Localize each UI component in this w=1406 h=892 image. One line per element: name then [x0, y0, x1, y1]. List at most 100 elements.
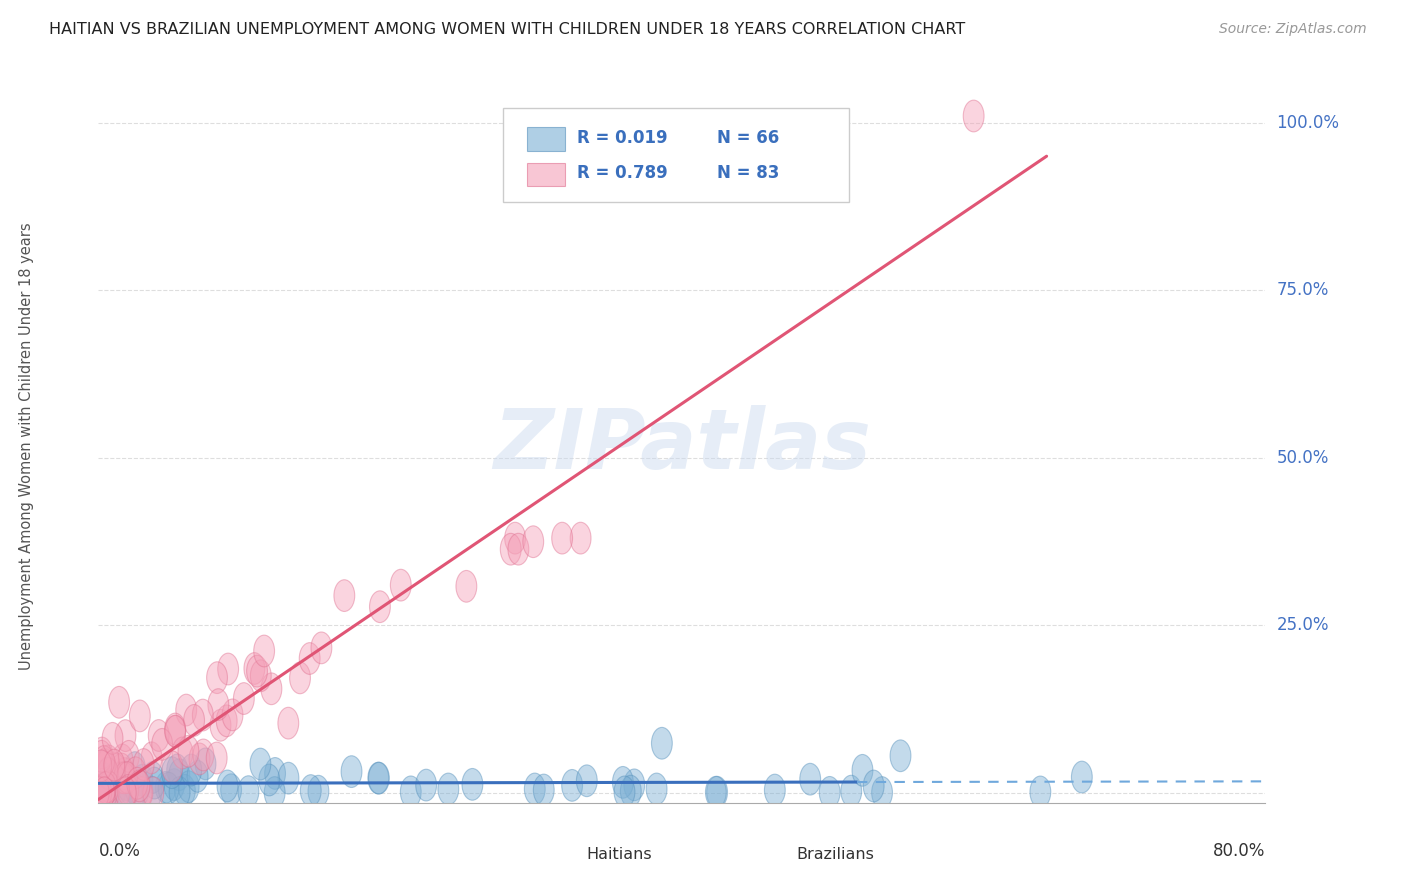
- Ellipse shape: [98, 777, 120, 809]
- Ellipse shape: [561, 770, 582, 801]
- Text: HAITIAN VS BRAZILIAN UNEMPLOYMENT AMONG WOMEN WITH CHILDREN UNDER 18 YEARS CORRE: HAITIAN VS BRAZILIAN UNEMPLOYMENT AMONG …: [49, 22, 966, 37]
- Ellipse shape: [207, 662, 228, 694]
- Ellipse shape: [132, 764, 153, 797]
- Ellipse shape: [184, 705, 204, 736]
- Ellipse shape: [246, 656, 267, 687]
- Ellipse shape: [96, 750, 117, 782]
- Ellipse shape: [181, 754, 201, 786]
- Ellipse shape: [97, 777, 117, 809]
- Ellipse shape: [217, 770, 238, 802]
- Ellipse shape: [91, 777, 111, 809]
- Ellipse shape: [863, 770, 884, 802]
- Ellipse shape: [238, 776, 259, 807]
- Ellipse shape: [125, 752, 145, 783]
- Ellipse shape: [91, 777, 112, 809]
- Ellipse shape: [127, 767, 148, 799]
- Ellipse shape: [264, 757, 285, 789]
- Ellipse shape: [104, 776, 125, 808]
- Ellipse shape: [311, 632, 332, 664]
- Ellipse shape: [624, 769, 645, 801]
- Ellipse shape: [1071, 761, 1092, 793]
- Ellipse shape: [111, 762, 132, 794]
- Ellipse shape: [118, 740, 139, 772]
- Ellipse shape: [94, 777, 114, 809]
- Ellipse shape: [89, 777, 110, 809]
- Ellipse shape: [118, 774, 139, 806]
- Ellipse shape: [132, 777, 153, 809]
- Ellipse shape: [176, 694, 197, 726]
- Ellipse shape: [96, 772, 117, 804]
- Ellipse shape: [104, 749, 125, 781]
- Text: Haitians: Haitians: [586, 847, 652, 862]
- Ellipse shape: [614, 776, 636, 808]
- Ellipse shape: [129, 770, 150, 802]
- Ellipse shape: [108, 687, 129, 718]
- Ellipse shape: [301, 774, 321, 806]
- Ellipse shape: [179, 735, 198, 767]
- Ellipse shape: [299, 642, 321, 674]
- Ellipse shape: [508, 533, 529, 565]
- Ellipse shape: [141, 776, 162, 808]
- Text: Brazilians: Brazilians: [796, 847, 875, 862]
- Ellipse shape: [576, 765, 598, 797]
- Ellipse shape: [159, 772, 179, 804]
- Text: R = 0.019: R = 0.019: [576, 128, 668, 146]
- Ellipse shape: [233, 682, 254, 714]
- Ellipse shape: [165, 713, 186, 745]
- Ellipse shape: [262, 673, 281, 705]
- Ellipse shape: [523, 526, 544, 558]
- Ellipse shape: [131, 777, 152, 809]
- Text: 50.0%: 50.0%: [1277, 449, 1329, 467]
- Ellipse shape: [278, 707, 298, 739]
- Ellipse shape: [963, 100, 984, 132]
- Ellipse shape: [108, 777, 129, 809]
- Ellipse shape: [250, 660, 271, 691]
- Ellipse shape: [278, 763, 299, 794]
- Ellipse shape: [852, 755, 873, 786]
- Ellipse shape: [169, 759, 190, 790]
- Ellipse shape: [172, 737, 193, 769]
- Ellipse shape: [820, 777, 839, 808]
- Ellipse shape: [264, 777, 285, 808]
- Ellipse shape: [463, 769, 482, 800]
- Ellipse shape: [253, 635, 274, 667]
- Ellipse shape: [368, 763, 388, 794]
- Ellipse shape: [647, 773, 666, 805]
- Ellipse shape: [533, 774, 554, 805]
- Ellipse shape: [114, 758, 135, 789]
- Text: 25.0%: 25.0%: [1277, 616, 1329, 634]
- Ellipse shape: [152, 729, 173, 760]
- Ellipse shape: [117, 769, 136, 800]
- Ellipse shape: [505, 522, 526, 554]
- Ellipse shape: [437, 773, 458, 805]
- Ellipse shape: [129, 700, 150, 731]
- Ellipse shape: [97, 776, 118, 808]
- Ellipse shape: [94, 748, 115, 780]
- Ellipse shape: [188, 743, 209, 775]
- Bar: [752, 845, 787, 865]
- Ellipse shape: [524, 773, 546, 805]
- Ellipse shape: [551, 522, 572, 554]
- Ellipse shape: [890, 739, 911, 772]
- Ellipse shape: [368, 763, 389, 794]
- Ellipse shape: [169, 777, 190, 808]
- Ellipse shape: [342, 756, 361, 788]
- Bar: [541, 845, 576, 865]
- Ellipse shape: [94, 777, 115, 809]
- Ellipse shape: [115, 774, 135, 805]
- Ellipse shape: [1031, 776, 1050, 808]
- Ellipse shape: [401, 776, 422, 808]
- Ellipse shape: [613, 766, 633, 798]
- Ellipse shape: [91, 750, 111, 781]
- Text: Unemployment Among Women with Children Under 18 years: Unemployment Among Women with Children U…: [18, 222, 34, 670]
- Ellipse shape: [501, 533, 522, 566]
- Ellipse shape: [620, 775, 641, 807]
- Ellipse shape: [91, 761, 111, 792]
- Ellipse shape: [114, 762, 135, 794]
- Ellipse shape: [96, 774, 117, 805]
- Ellipse shape: [115, 777, 136, 809]
- Ellipse shape: [217, 705, 238, 737]
- Text: Source: ZipAtlas.com: Source: ZipAtlas.com: [1219, 22, 1367, 37]
- Ellipse shape: [800, 764, 821, 795]
- Ellipse shape: [125, 774, 146, 806]
